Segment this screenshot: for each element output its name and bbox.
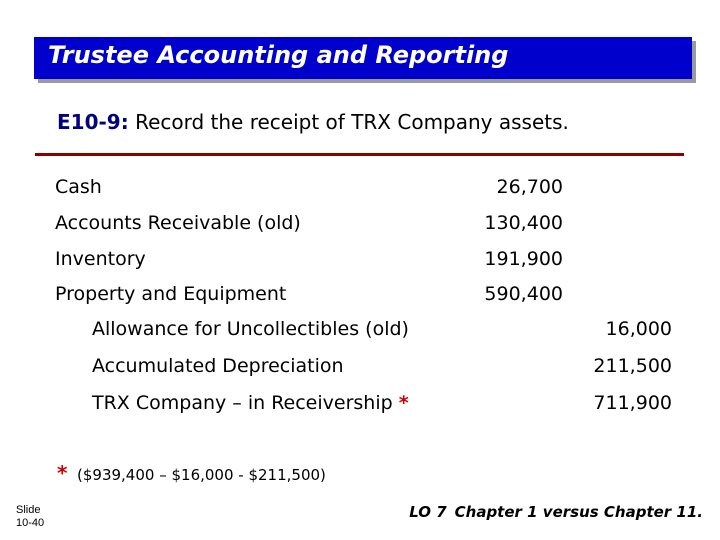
slide-title: Trustee Accounting and Reporting [48, 41, 509, 69]
journal-row: Inventory 191,900 [0, 248, 720, 278]
exercise-text: Record the receipt of TRX Company assets… [135, 110, 569, 134]
journal-row: Accumulated Depreciation 211,500 [0, 355, 720, 385]
account-name: Property and Equipment [55, 283, 287, 305]
slide-number-value: 10-40 [16, 517, 45, 529]
footnote-marker: * [57, 461, 68, 485]
account-name: Inventory [55, 248, 146, 270]
journal-row: Allowance for Uncollectibles (old) 16,00… [0, 318, 720, 348]
account-name: Cash [55, 176, 102, 198]
journal-row: Cash 26,700 [0, 176, 720, 206]
credit-amount: 211,500 [593, 355, 672, 377]
debit-amount: 191,900 [484, 248, 563, 270]
exercise-id: E10-9: [57, 110, 129, 134]
footnote-marker: * [398, 392, 409, 414]
learning-objective: LO 7 Chapter 1 versus Chapter 11. [409, 503, 703, 521]
lo-label: LO 7 [409, 503, 447, 521]
credit-amount: 711,900 [593, 392, 672, 414]
journal-row: Accounts Receivable (old) 130,400 [0, 212, 720, 242]
footnote-text: ($939,400 – $16,000 - $211,500) [77, 466, 326, 484]
account-name: Accumulated Depreciation [92, 355, 344, 377]
account-name: Allowance for Uncollectibles (old) [92, 318, 409, 340]
account-name: Accounts Receivable (old) [55, 212, 301, 234]
chapter-label: Chapter 1 versus Chapter 11. [454, 503, 703, 521]
footnote: * ($939,400 – $16,000 - $211,500) [57, 461, 326, 485]
debit-amount: 130,400 [484, 212, 563, 234]
slide-label: Slide [16, 504, 41, 516]
exercise-heading: E10-9: Record the receipt of TRX Company… [57, 110, 569, 134]
journal-row: Property and Equipment 590,400 [0, 283, 720, 313]
account-label: TRX Company – in Receivership [92, 392, 393, 414]
slide-number: Slide 10-40 [16, 504, 44, 530]
debit-amount: 26,700 [496, 176, 563, 198]
account-name: TRX Company – in Receivership * [92, 392, 409, 414]
journal-row: TRX Company – in Receivership * 711,900 [0, 392, 720, 422]
divider-rule [35, 153, 684, 156]
debit-amount: 590,400 [484, 283, 563, 305]
credit-amount: 16,000 [605, 318, 672, 340]
title-bar: Trustee Accounting and Reporting [34, 37, 692, 79]
